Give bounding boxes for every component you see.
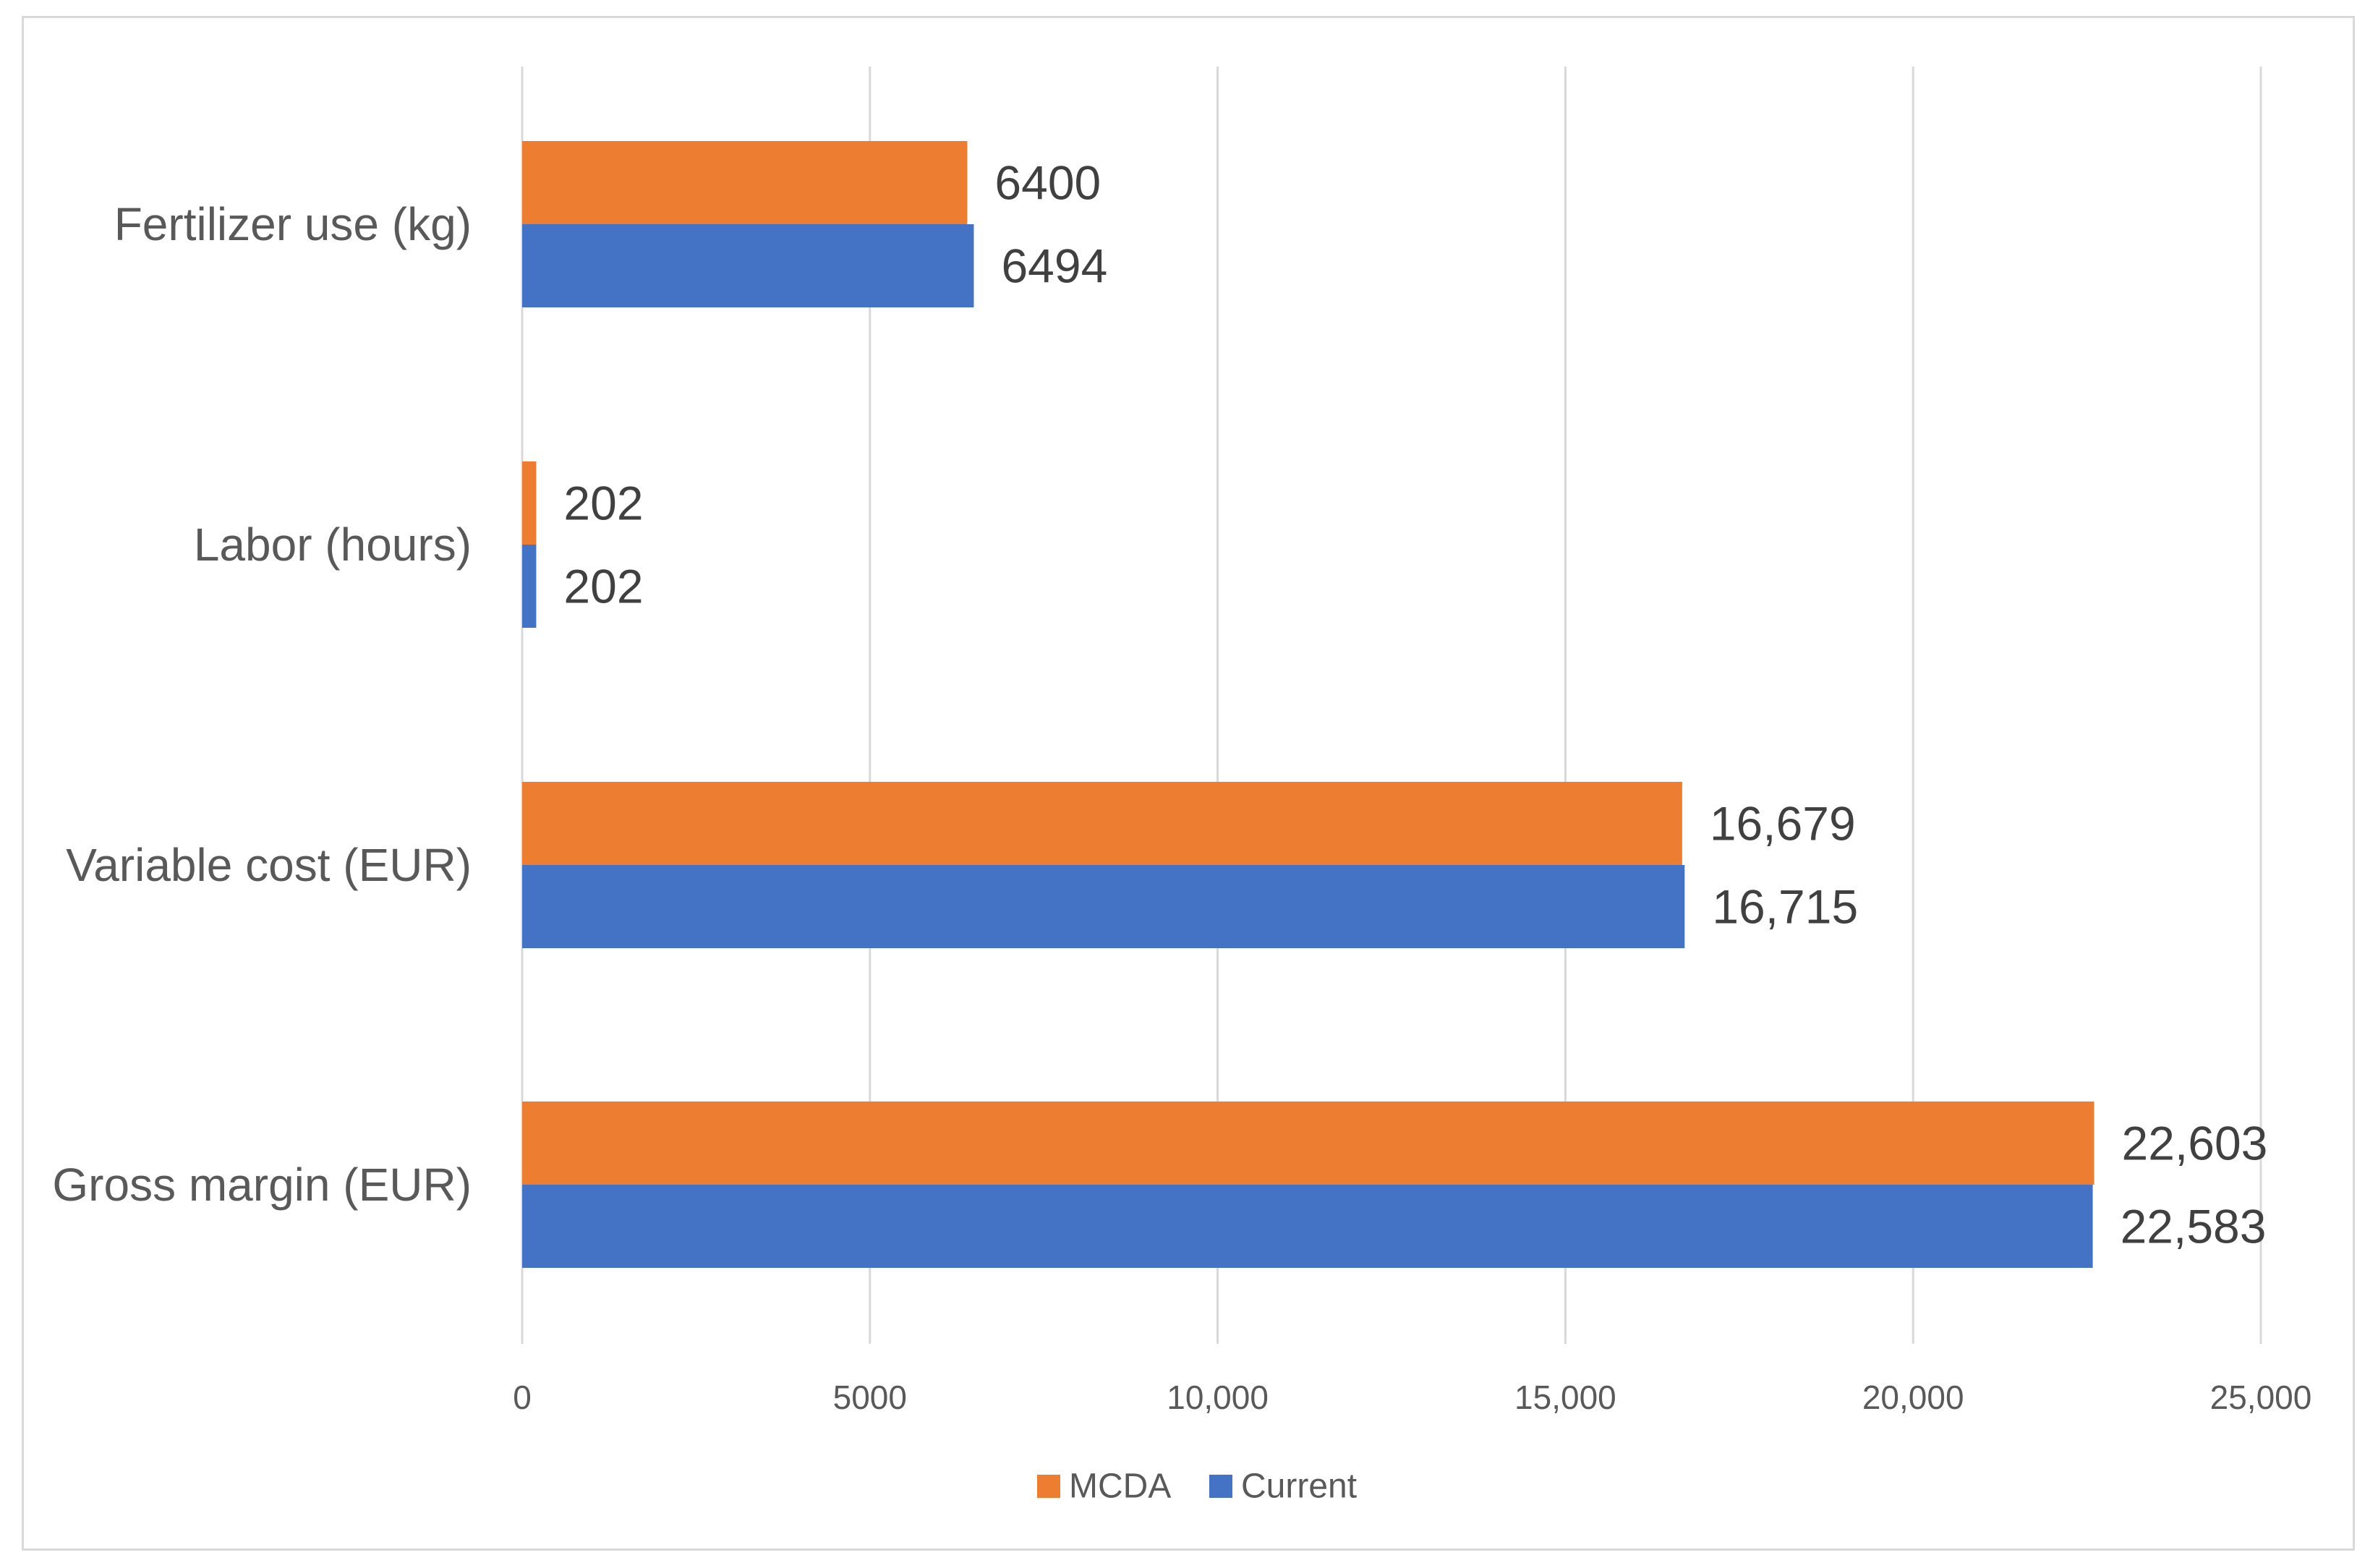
data-label-mcda-0: 6400 (994, 156, 1101, 210)
category-label-2: Variable cost (EUR) (66, 839, 472, 891)
category-label-0: Fertilizer use (kg) (114, 198, 472, 250)
bars (522, 141, 2094, 1268)
x-tick-label-2: 10,000 (1167, 1379, 1269, 1416)
category-axis: Fertilizer use (kg) Labor (hours) Variable… (52, 198, 472, 1211)
bar-current-3 (522, 1185, 2093, 1268)
bar-mcda-2 (522, 782, 1682, 865)
data-labels: 6400 202 16,679 22,603 6494 202 16,715 22,583 (563, 156, 2267, 1253)
x-tick-label-4: 20,000 (1862, 1379, 1964, 1416)
x-tick-label-1: 5000 (833, 1379, 907, 1416)
bar-current-0 (522, 224, 974, 307)
data-label-mcda-1: 202 (563, 477, 643, 530)
legend-label-current: Current (1241, 1467, 1357, 1506)
legend: MCDA Current (1037, 1467, 1357, 1506)
data-label-current-1: 202 (563, 560, 643, 613)
bar-mcda-0 (522, 141, 968, 224)
data-label-current-3: 22,583 (2121, 1200, 2267, 1253)
bar-mcda-1 (522, 461, 537, 545)
x-tick-label-5: 25,000 (2210, 1379, 2312, 1416)
legend-label-mcda: MCDA (1069, 1467, 1171, 1506)
legend-swatch-mcda (1037, 1475, 1060, 1498)
x-tick-label-0: 0 (513, 1379, 532, 1416)
value-axis: 0 5000 10,000 15,000 20,000 25,000 (513, 1379, 2311, 1416)
x-tick-label-3: 15,000 (1514, 1379, 1616, 1416)
category-label-3: Gross margin (EUR) (52, 1159, 472, 1211)
category-label-1: Labor (hours) (194, 519, 472, 571)
legend-swatch-current (1209, 1475, 1232, 1498)
bar-mcda-3 (522, 1102, 2094, 1185)
data-label-current-2: 16,715 (1712, 880, 1858, 934)
bar-current-2 (522, 865, 1685, 948)
bar-current-1 (522, 545, 537, 628)
data-label-current-0: 6494 (1001, 239, 1107, 293)
data-label-mcda-2: 16,679 (1710, 797, 1856, 851)
data-label-mcda-3: 22,603 (2122, 1117, 2268, 1170)
